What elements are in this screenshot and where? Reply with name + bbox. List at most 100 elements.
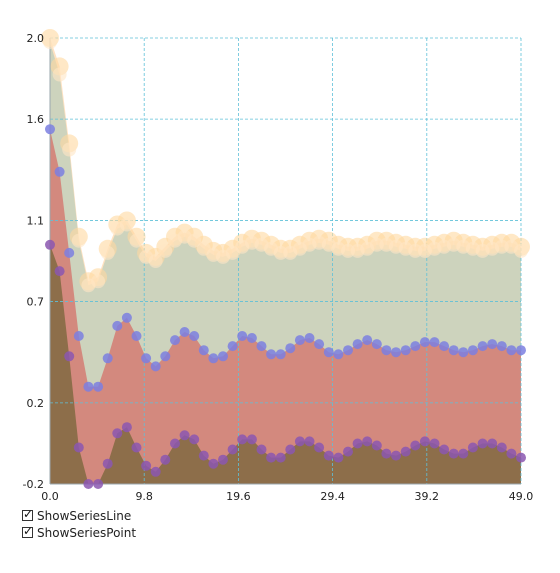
series-4-point xyxy=(496,442,507,453)
show-series-line-option[interactable]: ✓ ShowSeriesLine xyxy=(22,507,136,524)
series-3-point xyxy=(400,345,411,356)
series-4-point xyxy=(458,448,469,459)
series-3-point xyxy=(410,341,421,352)
series-2-point xyxy=(91,274,106,289)
series-3-point xyxy=(304,333,315,343)
series-4-point xyxy=(516,452,526,463)
series-2-point xyxy=(341,243,355,258)
series-4-point xyxy=(83,479,94,489)
series-3-point xyxy=(121,312,132,323)
series-4-point xyxy=(179,430,190,441)
series-3-point xyxy=(73,331,84,341)
series-4-point xyxy=(227,444,238,455)
series-2-point xyxy=(514,243,528,258)
series-3-point xyxy=(160,351,171,362)
series-areas xyxy=(50,38,521,484)
series-3-point xyxy=(246,333,257,343)
series-4-point xyxy=(208,458,219,469)
x-tick-label: 9.8 xyxy=(135,490,153,503)
series-3-point xyxy=(256,341,267,352)
series-4-point xyxy=(294,436,305,447)
series-4-point xyxy=(391,450,401,461)
series-4-point xyxy=(218,454,228,465)
grid-lines xyxy=(49,37,522,485)
series-3-point xyxy=(487,339,498,350)
series-3-point xyxy=(314,339,325,350)
show-series-line-checkbox[interactable]: ✓ xyxy=(22,507,34,521)
series-4-point xyxy=(285,444,296,455)
series-4-point xyxy=(467,442,478,453)
series-3-point xyxy=(458,347,469,358)
series-4-point xyxy=(419,436,430,447)
series-2-point xyxy=(494,239,509,254)
x-tick-label: 39.2 xyxy=(415,490,440,503)
y-tick-label: -0.2 xyxy=(23,478,44,491)
series-4-point xyxy=(64,351,75,362)
series-3-point xyxy=(362,335,373,346)
series-3-point xyxy=(102,353,113,364)
series-4-area xyxy=(50,244,521,484)
series-4-point xyxy=(323,450,334,461)
series-2-point xyxy=(158,243,173,258)
series-4-point xyxy=(487,438,498,449)
series-4-point xyxy=(477,438,488,449)
series-3-point xyxy=(448,345,459,356)
tick-labels: 0.0 9.8 19.6 29.4 39.2 49.0 -0.2 0.2 0.7 1.1 1.6 2.… xyxy=(23,32,534,503)
series-4-point xyxy=(304,436,315,447)
series-3-point xyxy=(64,247,75,258)
series-4-point xyxy=(189,434,200,445)
series-3-point xyxy=(189,331,200,341)
series-3-point xyxy=(343,345,353,356)
options-panel: ✓ ShowSeriesLine ✓ ShowSeriesPoint xyxy=(22,507,136,541)
series-4-point xyxy=(198,450,209,461)
series-4-point xyxy=(275,452,286,463)
series-3-point xyxy=(150,361,161,372)
x-tick-label: 0.0 xyxy=(41,490,59,503)
series-3-point xyxy=(198,345,209,356)
series-2-point xyxy=(100,245,115,260)
y-tick-label: 0.7 xyxy=(27,296,45,309)
series-4-point xyxy=(439,444,450,455)
series-3-point xyxy=(352,339,363,350)
series-2-point xyxy=(273,245,288,260)
show-series-point-option[interactable]: ✓ ShowSeriesPoint xyxy=(22,524,136,541)
series-4-point xyxy=(112,428,123,439)
series-4-point xyxy=(448,448,459,459)
x-tick-label: 19.6 xyxy=(226,490,251,503)
series-4-point xyxy=(150,466,161,477)
series-2-point xyxy=(71,233,86,248)
series-4-point xyxy=(343,446,353,457)
series-3-point xyxy=(218,351,228,362)
series-2-point xyxy=(148,254,163,268)
series-3-point xyxy=(141,353,152,364)
y-tick-label: 2.0 xyxy=(27,32,45,45)
series-4-point xyxy=(429,438,440,449)
series-3-point xyxy=(237,331,248,341)
series-4-point xyxy=(160,454,171,465)
series-2-point xyxy=(43,35,57,50)
series-3-point xyxy=(179,327,190,337)
series-4-point xyxy=(102,458,113,469)
series-3-point xyxy=(477,341,488,352)
series-4-point xyxy=(121,422,132,433)
series-3-point xyxy=(496,341,507,352)
show-series-point-checkbox[interactable]: ✓ xyxy=(22,524,33,538)
series-2-point xyxy=(369,237,384,252)
series-2-point xyxy=(119,217,134,232)
series-4-point xyxy=(54,266,65,277)
series-4-point xyxy=(371,440,382,451)
checkmark-icon: ✓ xyxy=(23,507,34,521)
series-points xyxy=(41,29,530,489)
series-3-point xyxy=(131,331,142,341)
series-3-point xyxy=(45,124,55,135)
series-4-point xyxy=(73,442,84,453)
series-4-point xyxy=(45,239,55,250)
series-3-point xyxy=(83,381,94,392)
series-2-point xyxy=(62,142,77,157)
series-3-point xyxy=(419,337,430,348)
area-chart: 0.0 9.8 19.6 29.4 39.2 49.0 -0.2 0.2 0.7 1.1 1.6 2.… xyxy=(23,29,534,503)
series-3-point xyxy=(381,345,392,356)
series-3-point xyxy=(371,339,382,350)
series-3-point xyxy=(266,349,277,360)
series-3-area xyxy=(50,129,521,484)
